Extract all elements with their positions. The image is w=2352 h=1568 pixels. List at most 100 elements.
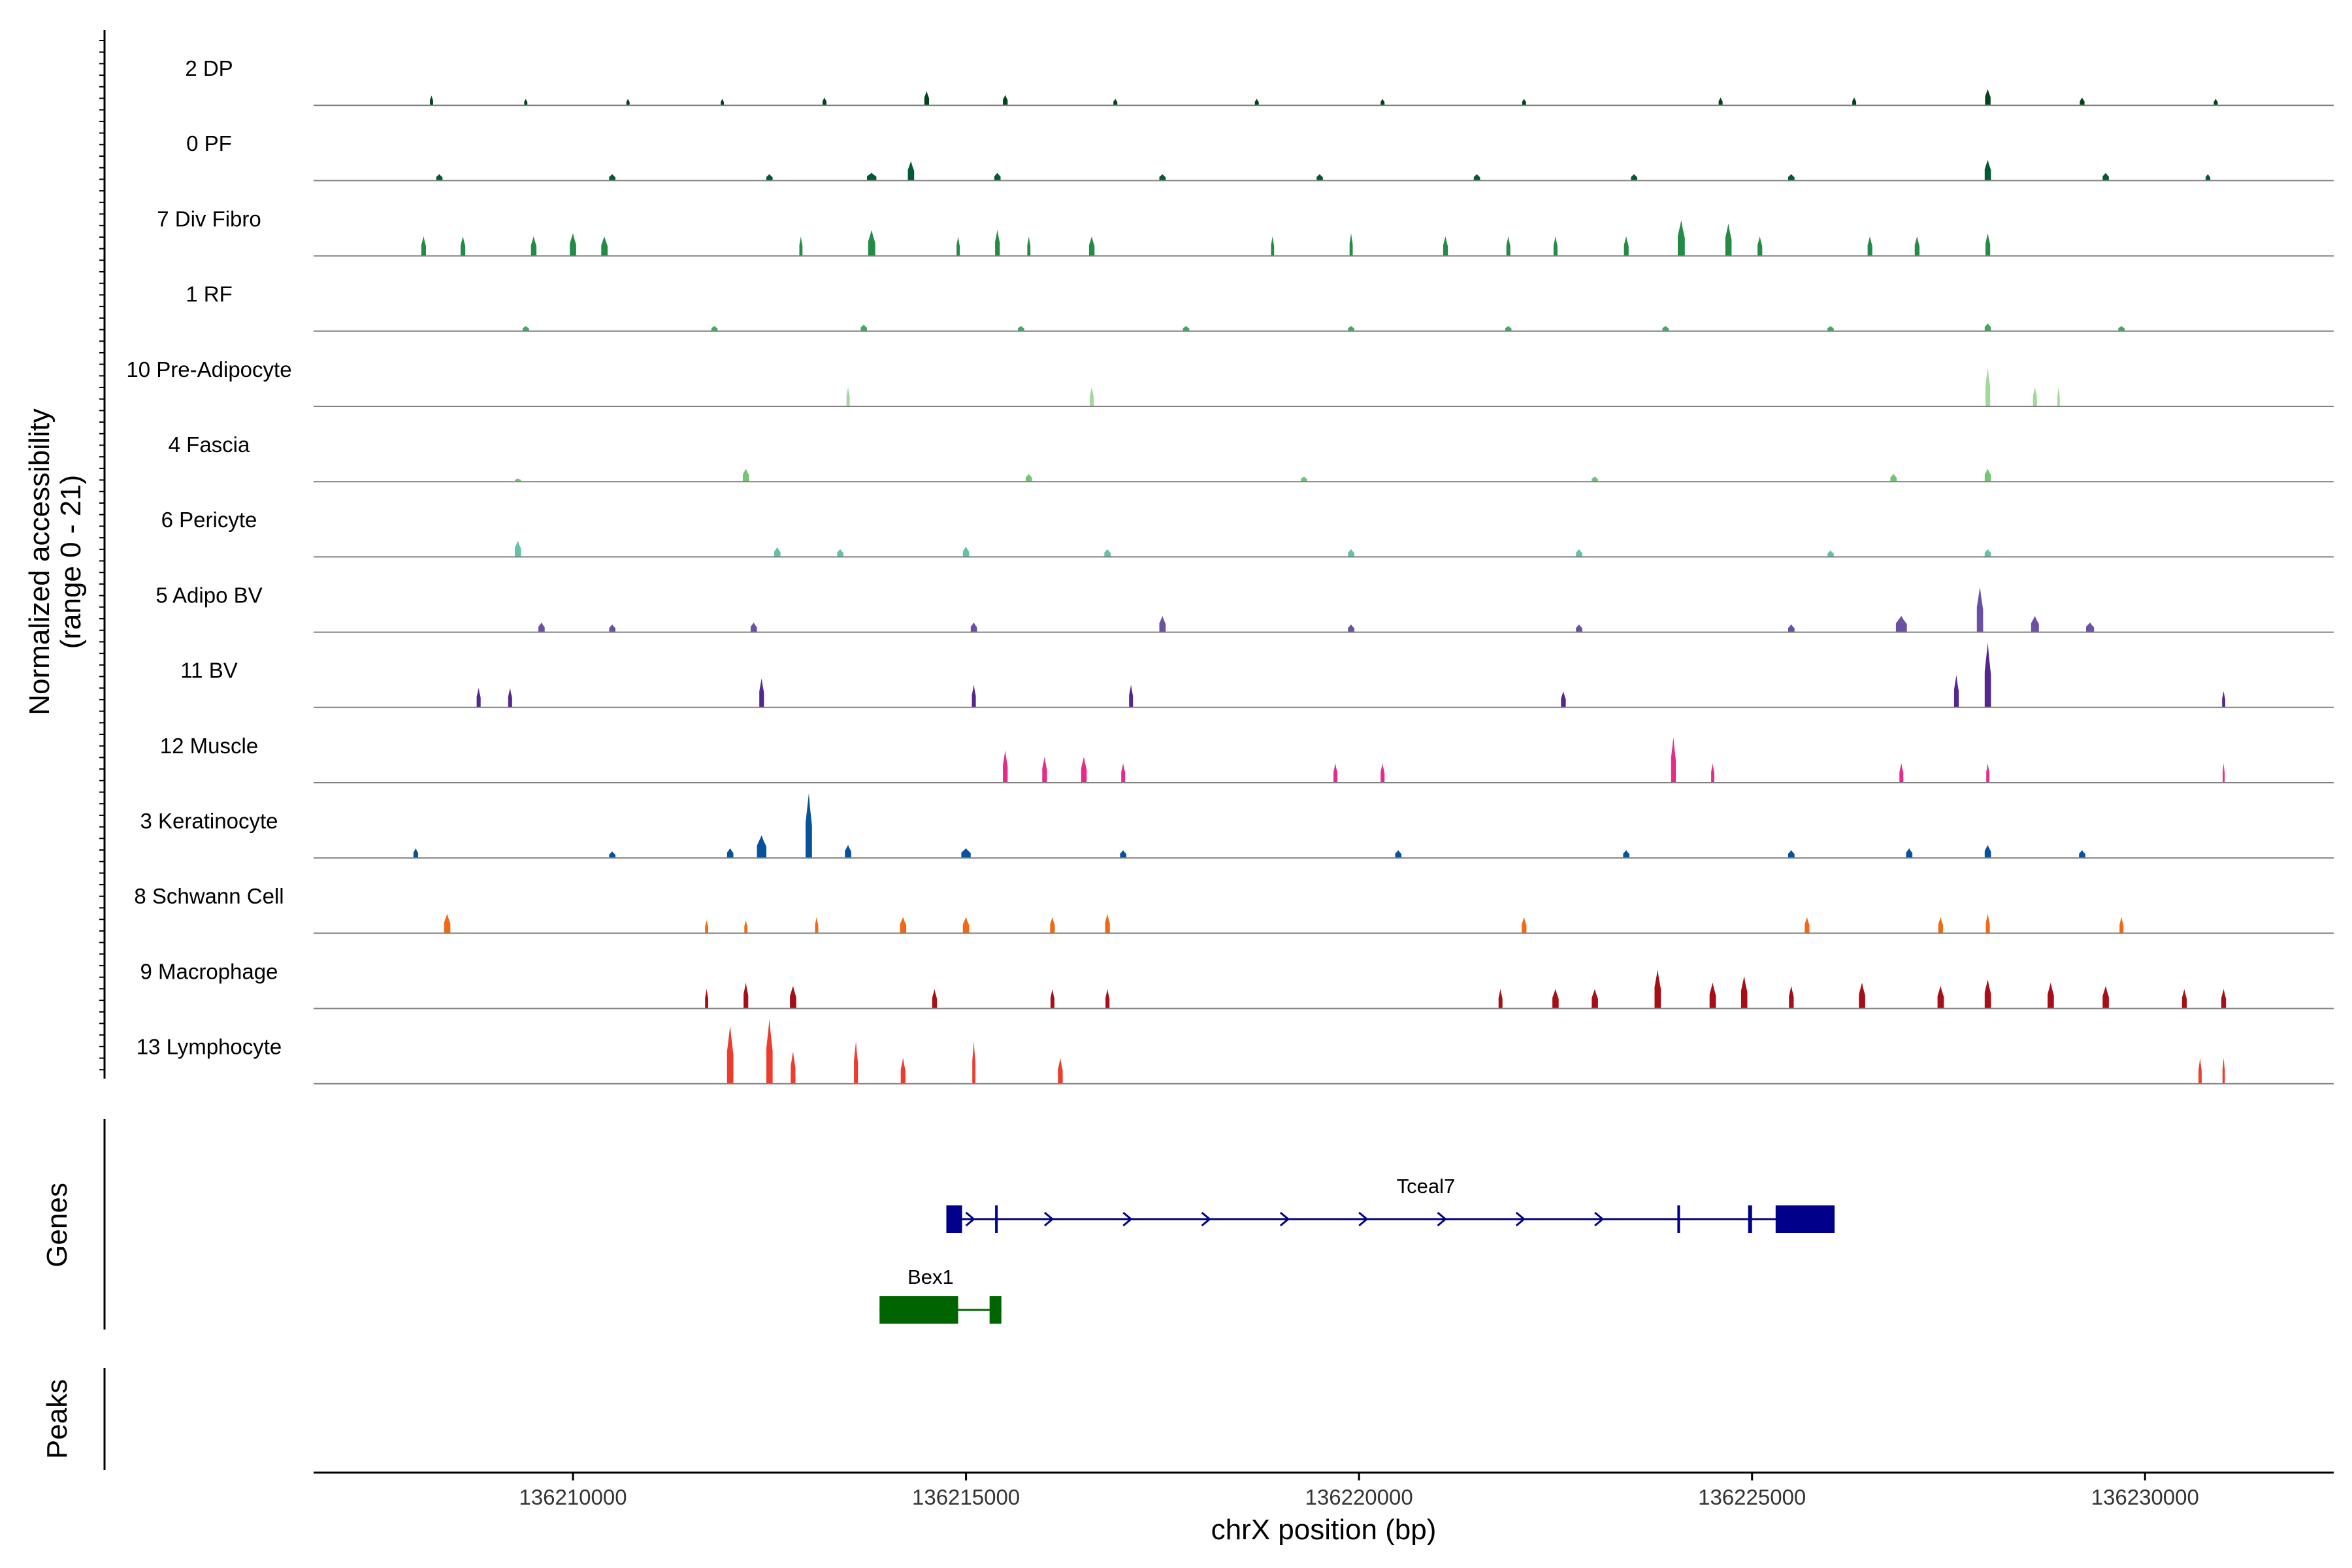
- coverage-peak: [1711, 763, 1714, 783]
- coverage-peak: [2198, 1058, 2202, 1084]
- coverage-peak: [932, 988, 938, 1009]
- gene-name-label: Tceal7: [1397, 1175, 1456, 1198]
- coverage-peak: [1899, 763, 1904, 783]
- coverage-peak: [430, 95, 433, 106]
- coverage-peak: [1623, 850, 1629, 858]
- coverage-peak: [2080, 97, 2085, 106]
- coverage-peak: [1592, 988, 1598, 1009]
- coverage-peak: [900, 917, 907, 934]
- coverage-y-minor-ticks: [99, 40, 105, 1071]
- coverage-peak: [1380, 763, 1385, 783]
- coverage-peak: [436, 174, 443, 181]
- coverage-peak: [750, 622, 757, 632]
- coverage-peak: [524, 99, 528, 106]
- coverage-peak: [1159, 615, 1166, 632]
- strand-arrow: [1594, 1211, 1605, 1227]
- coverage-peak: [742, 468, 749, 482]
- coverage-peak: [1113, 99, 1118, 106]
- coverage-peak: [1624, 236, 1629, 256]
- coverage-peak: [743, 982, 749, 1009]
- coverage-peak: [1789, 985, 1794, 1009]
- track-label: 3 Keratinocyte: [140, 809, 278, 833]
- coverage-peak: [1443, 236, 1448, 256]
- coverage-peak: [421, 236, 426, 256]
- coverage-peak: [413, 848, 418, 858]
- coverage-peak: [806, 793, 812, 858]
- coverage-peak: [1042, 757, 1047, 783]
- track-13-lymphocyte: 13 Lymphocyte: [137, 1019, 2334, 1085]
- coverage-peak: [970, 622, 977, 632]
- coverage-peak: [1914, 236, 1919, 256]
- coverage-peak: [1522, 99, 1526, 106]
- coverage-peak: [2223, 763, 2225, 783]
- strand-arrow: [1437, 1211, 1447, 1227]
- coverage-peak: [2102, 172, 2109, 181]
- coverage-peak: [972, 1041, 975, 1084]
- coverage-peak: [1254, 99, 1259, 106]
- gene-exon: [995, 1205, 998, 1233]
- coverage-peak: [1027, 236, 1031, 256]
- coverage-peak: [823, 97, 826, 106]
- coverage-peak: [1090, 387, 1094, 406]
- coverage-peak: [1522, 917, 1527, 934]
- x-tick-label: 136220000: [1305, 1485, 1413, 1509]
- coverage-peak: [1316, 174, 1323, 181]
- coverage-peak: [2033, 387, 2037, 406]
- coverage-peak: [1859, 982, 1865, 1009]
- coverage-peak: [1576, 624, 1582, 632]
- coverage-peak: [2213, 99, 2218, 106]
- coverage-peak: [2118, 325, 2125, 331]
- track-label: 11 BV: [180, 659, 237, 683]
- gene-exon: [1677, 1205, 1680, 1233]
- coverage-peak: [476, 688, 481, 708]
- track-label: 6 Pericyte: [161, 508, 257, 532]
- coverage-peak: [1631, 174, 1637, 181]
- x-axis-ticks: 136210000 136215000 136220000 136225000 1362…: [519, 1473, 2199, 1509]
- coverage-peak: [962, 546, 970, 557]
- coverage-peak: [1348, 624, 1354, 632]
- coverage-peak: [2102, 985, 2109, 1009]
- coverage-peak: [1805, 917, 1810, 934]
- coverage-peak: [1984, 468, 1991, 482]
- coverage-peak: [1827, 550, 1834, 557]
- coverage-peak: [1709, 982, 1716, 1009]
- track-label: 9 Macrophage: [140, 959, 278, 983]
- coverage-peak: [1552, 988, 1559, 1009]
- coverage-peak: [515, 540, 521, 557]
- coverage-peak: [972, 685, 976, 708]
- coverage-peak: [1553, 236, 1558, 256]
- coverage-peak: [1003, 95, 1008, 106]
- track-4-fascia: 4 Fascia: [169, 433, 2334, 483]
- coverage-peak: [601, 236, 608, 256]
- coverage-peak: [1498, 988, 1503, 1009]
- track-6-pericyte: 6 Pericyte: [161, 508, 2334, 558]
- coverage-peak: [523, 325, 529, 331]
- track-label: 5 Adipo BV: [155, 583, 262, 607]
- coverage-peak: [2221, 988, 2227, 1009]
- genes-panel-label: Genes: [41, 1183, 73, 1267]
- x-tick-label: 136215000: [912, 1485, 1020, 1509]
- coverage-peak: [846, 387, 850, 406]
- gene-exon: [1748, 1205, 1752, 1233]
- coverage-peak: [1985, 913, 1990, 934]
- coverage-peak: [1788, 174, 1795, 181]
- coverage-peak: [1333, 763, 1338, 783]
- strand-arrow: [1122, 1211, 1133, 1227]
- coverage-peak: [1984, 642, 1991, 708]
- coverage-peak: [1159, 174, 1166, 181]
- coverage-peak: [609, 851, 615, 858]
- coverage-peak: [721, 99, 724, 106]
- coverage-peak: [705, 920, 708, 934]
- coverage-peak: [1937, 985, 1944, 1009]
- coverage-peak: [2222, 1058, 2225, 1084]
- coverage-peak: [791, 1051, 796, 1084]
- x-tick-label: 136210000: [519, 1485, 627, 1509]
- track-label: 1 RF: [186, 282, 233, 306]
- coverage-peak: [1081, 757, 1087, 783]
- coverage-peak: [1561, 691, 1566, 708]
- coverage-y-axis-title: Normalized accessibility (range 0 - 21): [24, 408, 87, 715]
- coverage-peak: [1121, 763, 1126, 783]
- strand-arrow: [965, 1211, 975, 1227]
- coverage-peak: [1671, 737, 1676, 783]
- coverage-peak: [2031, 615, 2039, 632]
